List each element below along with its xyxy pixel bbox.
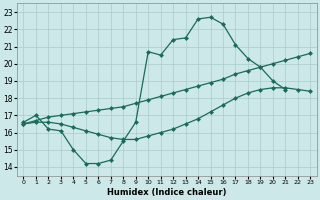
X-axis label: Humidex (Indice chaleur): Humidex (Indice chaleur): [107, 188, 227, 197]
